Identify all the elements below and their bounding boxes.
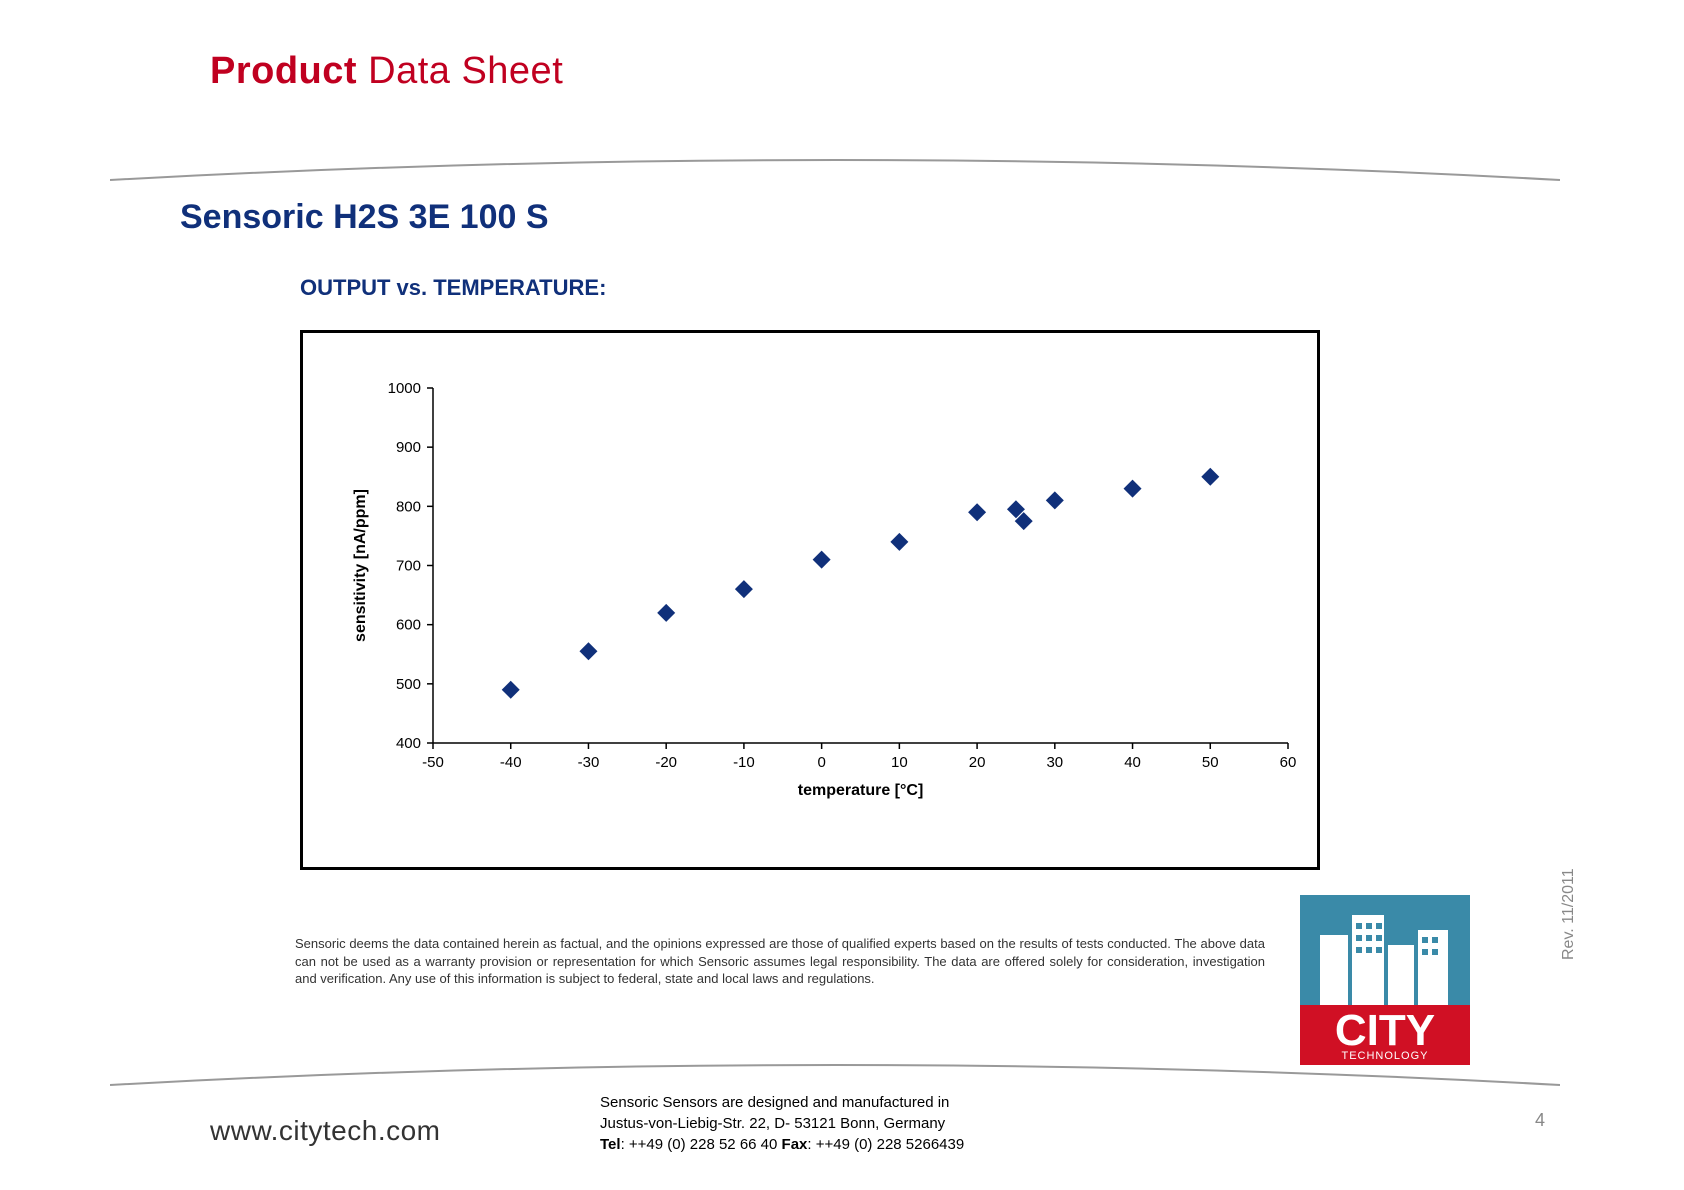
page-number: 4 xyxy=(1535,1110,1545,1131)
footer-line2: Justus-von-Liebig-Str. 22, D- 53121 Bonn… xyxy=(600,1113,964,1134)
svg-text:50: 50 xyxy=(1202,754,1219,771)
scatter-chart: -50 -40 -30 -20 -10 0 10 20 30 40 50 60 400 500 600 700… xyxy=(303,333,1317,867)
divider-arc-bottom xyxy=(110,1055,1560,1095)
svg-text:10: 10 xyxy=(891,754,908,771)
fax-label: Fax xyxy=(782,1136,808,1153)
revision-text: Rev. 11/2011 xyxy=(1560,868,1578,960)
product-title: Sensoric H2S 3E 100 S xyxy=(180,198,549,237)
svg-text:30: 30 xyxy=(1046,754,1063,771)
svg-text:20: 20 xyxy=(969,754,986,771)
header-bold: Product xyxy=(210,50,357,92)
svg-text:500: 500 xyxy=(396,676,421,693)
fax-value: : ++49 (0) 228 5266439 xyxy=(807,1136,964,1153)
svg-text:600: 600 xyxy=(396,617,421,634)
footer-line1: Sensoric Sensors are designed and manufa… xyxy=(600,1092,964,1113)
footer-contact: Tel: ++49 (0) 228 52 66 40 Fax: ++49 (0)… xyxy=(600,1134,964,1155)
header-light: Data Sheet xyxy=(357,50,563,92)
svg-text:-30: -30 xyxy=(578,754,600,771)
svg-text:700: 700 xyxy=(396,558,421,575)
svg-text:800: 800 xyxy=(396,498,421,515)
city-technology-logo: CITY TECHNOLOGY xyxy=(1300,895,1470,1065)
logo-main-text: CITY xyxy=(1335,1006,1435,1055)
divider-arc-top xyxy=(110,150,1560,190)
svg-text:60: 60 xyxy=(1280,754,1297,771)
svg-text:1000: 1000 xyxy=(388,380,421,397)
svg-text:sensitivity [nA/ppm]: sensitivity [nA/ppm] xyxy=(352,489,369,642)
doc-header-title: Product Data Sheet xyxy=(210,50,563,93)
tel-label: Tel xyxy=(600,1136,621,1153)
chart-container: -50 -40 -30 -20 -10 0 10 20 30 40 50 60 400 500 600 700… xyxy=(300,330,1320,870)
svg-text:0: 0 xyxy=(817,754,825,771)
svg-text:40: 40 xyxy=(1124,754,1141,771)
svg-text:-50: -50 xyxy=(422,754,444,771)
svg-text:-10: -10 xyxy=(733,754,755,771)
svg-text:temperature [°C]: temperature [°C] xyxy=(798,782,924,799)
svg-text:-40: -40 xyxy=(500,754,522,771)
svg-text:-20: -20 xyxy=(655,754,677,771)
svg-text:400: 400 xyxy=(396,735,421,752)
footer-url: www.citytech.com xyxy=(210,1115,441,1147)
svg-text:900: 900 xyxy=(396,439,421,456)
footer-address: Sensoric Sensors are designed and manufa… xyxy=(600,1092,964,1155)
chart-title: OUTPUT vs. TEMPERATURE: xyxy=(300,275,606,301)
tel-value: : ++49 (0) 228 52 66 40 xyxy=(621,1136,782,1153)
disclaimer-text: Sensoric deems the data contained herein… xyxy=(295,935,1265,988)
